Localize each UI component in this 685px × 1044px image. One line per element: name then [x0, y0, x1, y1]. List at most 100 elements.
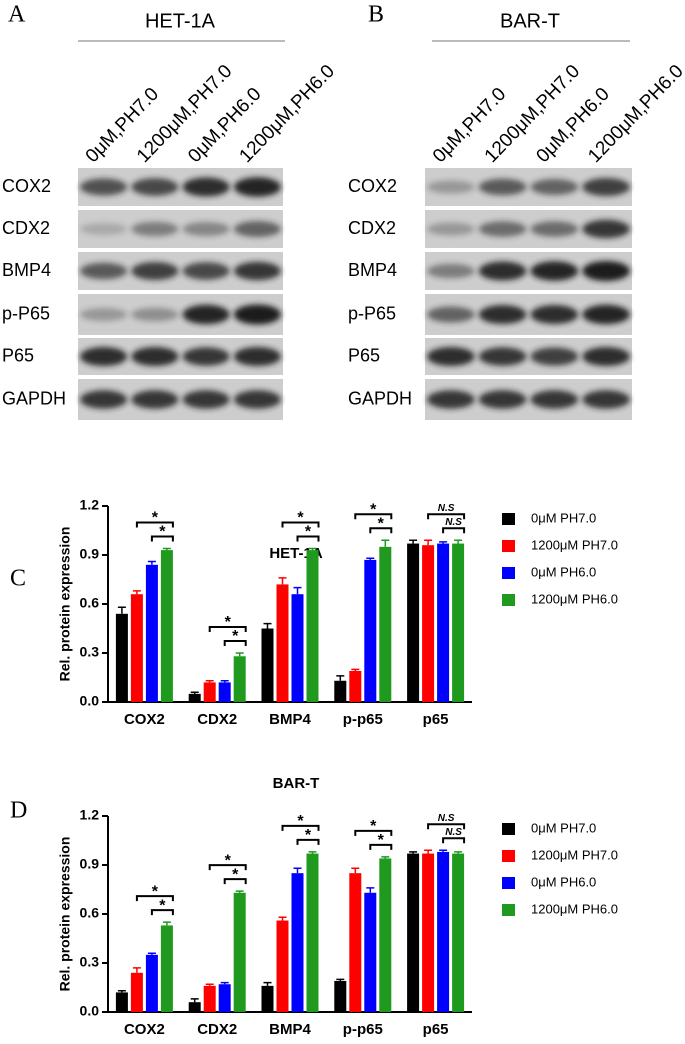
bar	[261, 628, 274, 702]
significance-bracket	[296, 535, 320, 542]
error-bar	[235, 652, 244, 657]
band	[80, 223, 128, 235]
error-bar	[162, 921, 171, 926]
y-tick-label: 0.3	[80, 644, 100, 660]
bar	[306, 853, 319, 1012]
error-bar	[381, 539, 390, 547]
band	[427, 180, 475, 194]
panel-letter: A	[8, 2, 26, 28]
legend-label: 0μM PH7.0	[531, 510, 596, 525]
significance-label: *	[378, 832, 385, 849]
band	[582, 390, 630, 409]
band	[427, 263, 475, 279]
bar	[218, 984, 231, 1012]
bar	[437, 851, 450, 1012]
band	[530, 347, 579, 366]
bar	[160, 925, 173, 1012]
bar	[276, 920, 289, 1012]
error-bar	[278, 916, 287, 921]
significance-label: *	[225, 852, 232, 869]
band	[131, 390, 179, 409]
y-tick-label: 0.0	[80, 693, 100, 709]
significance-bracket	[150, 909, 174, 916]
band	[427, 306, 475, 323]
panel-letter: C	[10, 566, 26, 592]
error-bar	[336, 978, 345, 981]
panel-letter: B	[368, 2, 384, 28]
y-tick-label: 0.6	[80, 595, 100, 611]
error-bar	[263, 981, 272, 986]
significance-label: *	[225, 614, 232, 631]
y-axis-label: Rel. protein expression	[57, 837, 73, 992]
significance-bracket	[135, 895, 174, 902]
bar	[334, 980, 347, 1012]
band	[478, 261, 527, 281]
error-bar	[409, 851, 418, 854]
error-bar	[190, 998, 199, 1003]
y-tick-label: 0.0	[80, 1003, 100, 1019]
band	[131, 262, 179, 280]
band	[80, 178, 128, 196]
significance-label: *	[159, 524, 166, 541]
x-tick-label: p-p65	[343, 1021, 383, 1038]
band	[233, 304, 281, 325]
x-tick-label: CDX2	[197, 1021, 237, 1038]
band	[233, 261, 281, 281]
row-label: COX2	[348, 176, 397, 196]
error-bar	[454, 539, 463, 544]
bar	[203, 985, 216, 1012]
lane-label: 1200μM,PH6.0	[235, 61, 338, 167]
band	[478, 305, 527, 324]
significance-bracket	[281, 824, 320, 831]
error-bar	[308, 851, 317, 854]
error-bar	[235, 890, 244, 893]
bar	[334, 680, 347, 702]
significance-label: *	[370, 818, 377, 835]
band	[233, 177, 281, 197]
legend-swatch	[502, 513, 515, 525]
bar	[276, 584, 289, 702]
band	[182, 304, 230, 325]
x-tick-label: BMP4	[269, 1021, 311, 1038]
error-bar	[366, 557, 375, 560]
legend-swatch	[502, 850, 515, 862]
significance-bracket	[208, 626, 247, 632]
error-bar	[424, 849, 433, 854]
row-label: BMP4	[348, 260, 397, 280]
bar	[364, 559, 377, 702]
y-tick-label: 0.3	[80, 954, 100, 970]
band	[131, 221, 179, 237]
band	[80, 347, 128, 366]
y-tick-label: 0.9	[80, 546, 100, 562]
band	[582, 178, 630, 196]
significance-bracket	[208, 864, 247, 871]
band	[427, 347, 475, 366]
significance-label: N.S	[445, 827, 462, 838]
error-bar	[220, 981, 229, 985]
x-tick-label: p65	[423, 1021, 449, 1038]
significance-label: *	[297, 813, 304, 830]
bar	[233, 656, 246, 702]
significance-label: N.S	[438, 503, 455, 514]
error-bar	[293, 586, 302, 595]
y-tick-label: 1.2	[80, 497, 100, 513]
band	[478, 347, 527, 366]
band	[530, 305, 579, 324]
error-bar	[308, 547, 317, 551]
band	[582, 347, 630, 366]
row-label: GAPDH	[348, 388, 412, 408]
bar	[379, 546, 392, 702]
significance-bracket	[296, 838, 320, 845]
blot-title: HET-1A	[145, 10, 216, 32]
significance-bracket	[427, 823, 466, 830]
error-bar	[366, 887, 375, 893]
x-tick-label: p-p65	[343, 711, 383, 728]
legend-label: 0μM PH6.0	[531, 874, 596, 889]
x-tick-label: BMP4	[269, 711, 311, 728]
bar	[218, 682, 231, 702]
bar	[407, 543, 420, 702]
row-label: P65	[2, 345, 34, 365]
error-bar	[147, 952, 156, 955]
significance-label: *	[232, 628, 239, 645]
